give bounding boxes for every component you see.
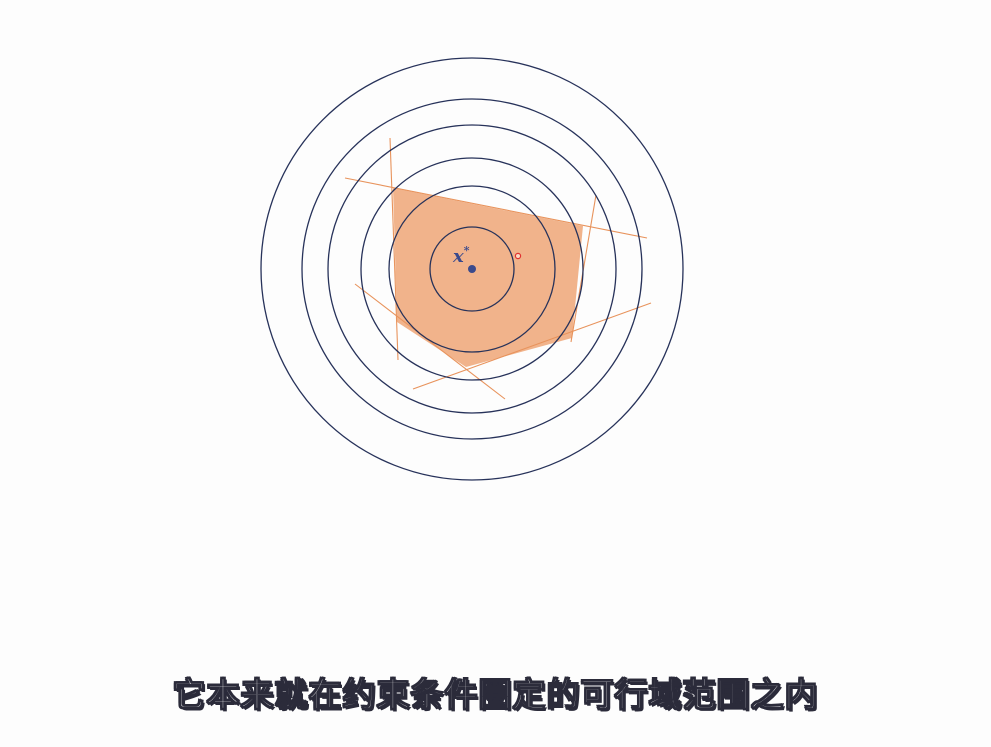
constraint-line-left: [389, 137, 399, 361]
optimum-label-base: x: [452, 246, 464, 267]
contour-circle-1: [429, 226, 515, 312]
contour-diagram: x*: [260, 57, 684, 481]
optimum-label: x*: [452, 244, 470, 267]
optimum-point: [468, 265, 476, 273]
contour-circle-2: [388, 185, 556, 353]
contour-lines: [260, 57, 684, 481]
constraint-line-bottom-right: [412, 302, 652, 390]
contour-circle-6: [260, 57, 684, 481]
contour-circle-4: [327, 124, 617, 414]
optimum-label-superscript: *: [464, 244, 470, 257]
subtitle: 它本来就在约束条件圈定的可行域范围之内: [172, 674, 819, 714]
projected-point: [514, 252, 522, 260]
contour-circle-3: [360, 157, 584, 381]
contour-circle-5: [301, 98, 643, 440]
